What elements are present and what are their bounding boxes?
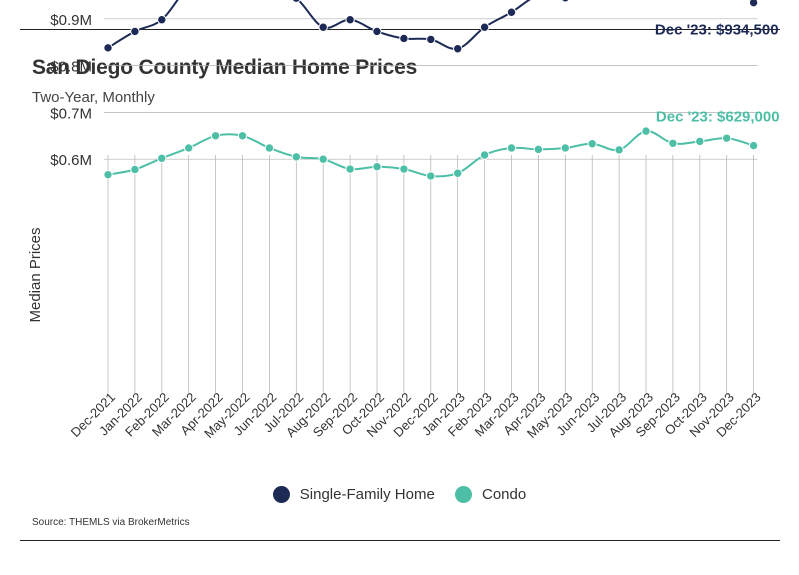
data-point-condo	[560, 143, 570, 153]
data-point-condo	[264, 143, 275, 153]
legend-swatch-condo	[455, 486, 472, 503]
data-point-condo	[426, 171, 436, 181]
chart-title: San Diego County Median Home Prices	[32, 56, 418, 79]
annotation-single-family: Dec '23: $934,500	[655, 22, 779, 39]
legend-item-single-family: Single-Family Home	[272, 486, 435, 503]
data-point-single-family	[506, 7, 517, 17]
legend: Single-Family Home Condo	[0, 486, 799, 507]
data-point-condo	[237, 131, 248, 141]
data-point-single-family	[399, 33, 409, 44]
y-tick-label: $0.6M	[50, 152, 92, 169]
data-point-condo	[668, 138, 678, 148]
data-point-condo	[345, 164, 355, 174]
data-point-condo	[157, 153, 167, 163]
data-point-condo	[399, 164, 409, 174]
data-point-condo	[722, 133, 732, 143]
data-point-condo	[479, 150, 490, 160]
chart-subtitle: Two-Year, Monthly	[32, 89, 155, 106]
y-tick-label: $0.9M	[50, 12, 92, 29]
data-point-single-family	[291, 0, 301, 3]
data-point-condo	[506, 143, 517, 153]
data-point-single-family	[345, 15, 355, 25]
data-point-condo	[533, 144, 544, 155]
legend-swatch-single-family	[272, 486, 290, 503]
y-tick-label: $0.7M	[50, 105, 92, 122]
legend-label-condo: Condo	[482, 486, 527, 503]
data-point-single-family	[479, 22, 490, 32]
data-point-condo	[291, 152, 301, 162]
data-point-condo	[210, 131, 221, 141]
data-point-condo	[748, 140, 759, 151]
data-point-condo	[103, 169, 113, 180]
data-point-single-family	[561, 0, 570, 3]
data-point-condo	[695, 136, 705, 147]
data-point-single-family	[157, 15, 167, 25]
y-axis-title: Median Prices	[27, 227, 44, 322]
data-point-single-family	[103, 43, 113, 53]
data-point-condo	[614, 145, 624, 155]
y-tick-label: $0.8M	[50, 59, 92, 76]
data-point-single-family	[453, 44, 463, 54]
data-point-single-family	[372, 26, 382, 37]
bottom-rule	[20, 540, 780, 541]
data-point-single-family	[318, 22, 328, 32]
data-point-condo	[184, 143, 194, 153]
data-point-single-family	[748, 0, 759, 8]
data-point-single-family	[426, 34, 436, 45]
legend-label-single-family: Single-Family Home	[299, 486, 435, 503]
data-point-condo	[318, 154, 328, 164]
line-chart: $0.6M$0.7M$0.8M$0.9M$1MMedian PricesDec-…	[27, 0, 780, 441]
data-point-single-family	[130, 26, 140, 37]
legend-item-condo: Condo	[455, 486, 526, 503]
data-point-condo	[130, 164, 140, 175]
data-point-condo	[641, 126, 651, 136]
source-note: Source: THEMLS via BrokerMetrics	[32, 517, 190, 528]
annotation-condo: Dec '23: $629,000	[656, 109, 780, 126]
top-rule	[20, 29, 780, 30]
data-point-condo	[372, 161, 382, 172]
data-point-condo	[587, 139, 597, 149]
data-point-condo	[453, 168, 463, 178]
